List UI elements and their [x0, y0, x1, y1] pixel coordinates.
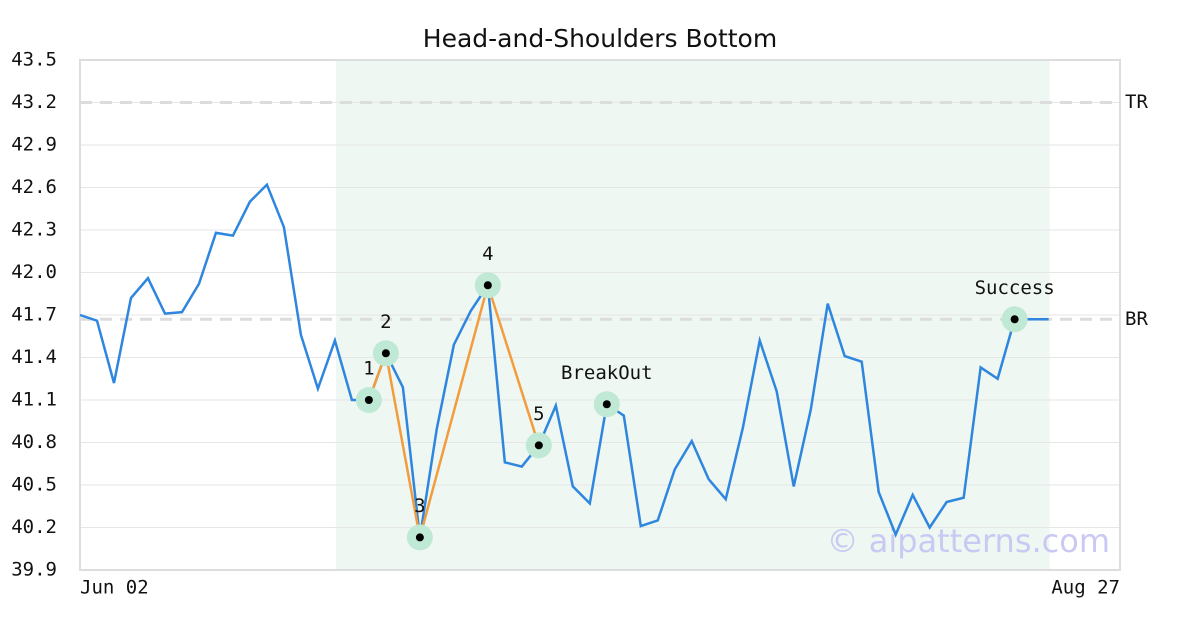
pattern-point-label: 1	[363, 358, 374, 380]
pattern-point-label: 2	[380, 311, 391, 333]
level-label: BR	[1125, 308, 1148, 330]
y-tick-label: 42.9	[11, 134, 57, 156]
y-tick-label: 43.2	[11, 91, 57, 113]
pattern-point-label: 4	[482, 243, 493, 265]
y-tick-label: 42.3	[11, 219, 57, 241]
y-tick-label: 40.5	[11, 474, 57, 496]
watermark: © aipatterns.com	[827, 522, 1110, 560]
event-point-label: BreakOut	[561, 362, 653, 384]
pattern-point-dot	[381, 349, 390, 358]
y-tick-label: 40.8	[11, 431, 57, 453]
y-tick-label: 41.1	[11, 389, 57, 411]
pattern-point-dot	[483, 281, 492, 290]
event-point-label: Success	[975, 277, 1055, 299]
y-tick-label: 42.6	[11, 176, 57, 198]
y-tick-label: 43.5	[11, 49, 57, 71]
level-label: TR	[1125, 91, 1148, 113]
x-tick-label: Aug 27	[1051, 577, 1120, 599]
pattern-point-dot	[534, 441, 543, 450]
y-tick-label: 42.0	[11, 261, 57, 283]
y-tick-label: 41.4	[11, 346, 57, 368]
event-point-dot	[602, 400, 611, 409]
y-tick-label: 40.2	[11, 516, 57, 538]
pattern-point-label: 3	[414, 495, 425, 517]
chart-title: Head-and-Shoulders Bottom	[423, 24, 777, 53]
price-line	[79, 182, 1049, 538]
y-tick-label: 41.7	[11, 304, 57, 326]
x-tick-label: Jun 02	[80, 577, 149, 599]
pattern-point-dot	[415, 533, 424, 542]
y-tick-label: 39.9	[11, 559, 57, 581]
pattern-point-dot	[364, 396, 373, 404]
pattern-point-label: 5	[533, 403, 544, 425]
event-point-dot	[1010, 315, 1019, 324]
